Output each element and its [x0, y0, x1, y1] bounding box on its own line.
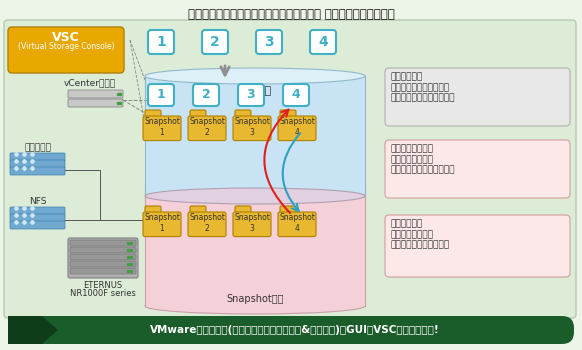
Text: 1: 1 [156, 35, 166, 49]
Text: 【重複排除】: 【重複排除】 [391, 72, 423, 81]
FancyBboxPatch shape [143, 212, 181, 237]
FancyBboxPatch shape [145, 206, 161, 213]
Ellipse shape [145, 298, 365, 314]
Text: Snapshot
4: Snapshot 4 [279, 213, 315, 233]
Text: 仮想マシン単位で
好きな世代へ復旧可能！: 仮想マシン単位で 好きな世代へ復旧可能！ [391, 230, 450, 250]
Text: 仮想マシン単位で
オンラインバックアップ！: 仮想マシン単位で オンラインバックアップ！ [391, 155, 456, 174]
FancyBboxPatch shape [310, 30, 336, 54]
Text: 【バックアップ】: 【バックアップ】 [391, 144, 434, 153]
FancyBboxPatch shape [188, 212, 226, 237]
FancyBboxPatch shape [193, 84, 219, 106]
Text: 4: 4 [318, 35, 328, 49]
Bar [145, 188, 365, 306]
FancyBboxPatch shape [10, 153, 65, 161]
Text: Snapshot
1: Snapshot 1 [144, 213, 180, 233]
Text: Snapshot
3: Snapshot 3 [234, 213, 270, 233]
FancyBboxPatch shape [385, 68, 570, 126]
FancyBboxPatch shape [190, 206, 206, 213]
Text: NFS: NFS [29, 197, 47, 206]
FancyBboxPatch shape [148, 84, 174, 106]
FancyBboxPatch shape [280, 206, 296, 213]
FancyBboxPatch shape [10, 207, 65, 215]
Text: 3: 3 [247, 89, 255, 101]
Ellipse shape [145, 68, 365, 84]
Bar [145, 76, 365, 196]
Text: サーバ仮想化の基盤ストレージとして活用 〜簡単に運用効率化〜: サーバ仮想化の基盤ストレージとして活用 〜簡単に運用効率化〜 [187, 8, 395, 21]
Text: VSC: VSC [52, 31, 80, 44]
FancyBboxPatch shape [10, 160, 65, 168]
Text: データ領域: データ領域 [239, 86, 272, 96]
Text: NR1000F series: NR1000F series [70, 289, 136, 298]
Text: 2: 2 [201, 89, 210, 101]
Text: Snapshot
2: Snapshot 2 [189, 117, 225, 137]
FancyBboxPatch shape [10, 167, 65, 175]
FancyBboxPatch shape [235, 110, 251, 117]
Ellipse shape [145, 188, 365, 204]
FancyBboxPatch shape [70, 247, 136, 253]
Text: 3: 3 [264, 35, 274, 49]
Text: VMware環境の運用(オンラインバックアップ&リストア)をGUI（VSC）で簡単実行!: VMware環境の運用(オンラインバックアップ&リストア)をGUI（VSC）で簡… [150, 325, 440, 335]
Text: vCenterサーバ: vCenterサーバ [64, 78, 116, 87]
Text: Snapshot
3: Snapshot 3 [234, 117, 270, 137]
FancyBboxPatch shape [68, 238, 138, 278]
FancyBboxPatch shape [148, 30, 174, 54]
FancyBboxPatch shape [10, 221, 65, 229]
Text: 業務サーバ: 業務サーバ [24, 143, 51, 152]
FancyBboxPatch shape [283, 84, 309, 106]
FancyBboxPatch shape [68, 99, 123, 107]
FancyBboxPatch shape [233, 212, 271, 237]
Text: 1: 1 [157, 89, 165, 101]
FancyBboxPatch shape [235, 206, 251, 213]
FancyBboxPatch shape [8, 316, 574, 344]
FancyBboxPatch shape [10, 214, 65, 222]
FancyBboxPatch shape [4, 20, 576, 318]
Text: (Virtual Storage Console): (Virtual Storage Console) [17, 42, 114, 51]
Text: Snapshot
2: Snapshot 2 [189, 213, 225, 233]
FancyBboxPatch shape [70, 254, 136, 260]
Text: 【リストア】: 【リストア】 [391, 219, 423, 228]
Text: 2: 2 [210, 35, 220, 49]
FancyBboxPatch shape [8, 27, 124, 73]
FancyBboxPatch shape [233, 116, 271, 141]
FancyBboxPatch shape [70, 240, 136, 246]
FancyBboxPatch shape [280, 110, 296, 117]
Text: Snapshot
1: Snapshot 1 [144, 117, 180, 137]
FancyBboxPatch shape [190, 110, 206, 117]
Text: Snapshot領域: Snapshot領域 [226, 294, 284, 304]
FancyBboxPatch shape [70, 261, 136, 267]
Text: オンラインボリュームの
データサイズを大幅削減！: オンラインボリュームの データサイズを大幅削減！ [391, 83, 456, 103]
FancyBboxPatch shape [385, 215, 570, 277]
Text: Snapshot
4: Snapshot 4 [279, 117, 315, 137]
FancyBboxPatch shape [278, 116, 316, 141]
Polygon shape [8, 316, 58, 344]
FancyBboxPatch shape [143, 116, 181, 141]
FancyBboxPatch shape [68, 90, 123, 98]
FancyBboxPatch shape [238, 84, 264, 106]
Text: ETERNUS: ETERNUS [83, 281, 123, 290]
FancyBboxPatch shape [202, 30, 228, 54]
FancyBboxPatch shape [145, 110, 161, 117]
Text: 4: 4 [292, 89, 300, 101]
FancyBboxPatch shape [256, 30, 282, 54]
FancyBboxPatch shape [278, 212, 316, 237]
FancyBboxPatch shape [70, 268, 136, 274]
FancyBboxPatch shape [385, 140, 570, 198]
FancyBboxPatch shape [188, 116, 226, 141]
